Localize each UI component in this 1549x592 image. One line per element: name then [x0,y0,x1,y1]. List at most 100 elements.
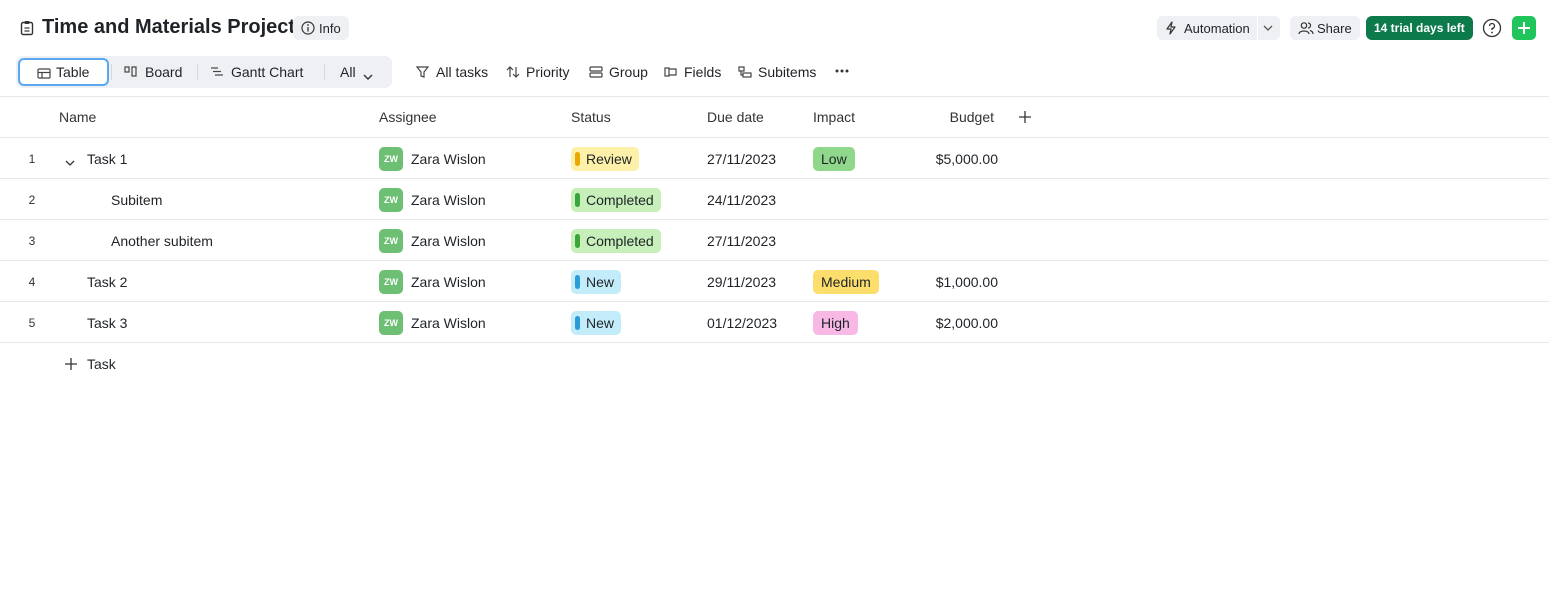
table-row[interactable]: 1 Task 1 ZW Zara Wislon Review 27/11/2023 Low $… [0,138,1549,179]
status-label: New [586,273,615,290]
automation-label: Automation [1184,20,1250,36]
view-icon [37,67,51,83]
action-label: Priority [526,64,570,80]
assignee: ZW Zara Wislon [379,138,486,179]
due-date: 24/11/2023 [707,191,777,208]
status-bar [575,233,580,248]
action-icon [415,65,430,82]
add-task[interactable]: Task [62,354,116,374]
assignee-name: Zara Wislon [411,273,486,290]
action-label: Fields [684,64,722,80]
budget: $5,000.00 [935,150,998,167]
status-badge[interactable]: Completed [571,187,661,212]
avatar: ZW [379,146,403,171]
task-name[interactable]: Another subitem [111,232,213,249]
table-row[interactable]: 2 Subitem ZW Zara Wislon Completed 24/11/2023 [0,179,1549,220]
status-bar [575,315,580,330]
action-icon-svg [738,66,752,78]
more-icon[interactable] [834,66,850,76]
impact-badge[interactable]: Low [813,146,855,171]
task-name[interactable]: Task 3 [87,314,128,331]
status-bar [575,151,580,166]
info-icon [301,21,315,35]
assignee-name: Zara Wislon [411,314,486,331]
avatar: ZW [379,269,403,294]
table-row[interactable]: 3 Another subitem ZW Zara Wislon Completed 27… [0,220,1549,261]
action-label: All tasks [436,64,489,80]
status-badge[interactable]: Completed [571,228,661,253]
column-header[interactable]: Impact [813,109,856,125]
bolt-icon [1166,21,1176,35]
assignee-name: Zara Wislon [411,150,486,167]
divider [197,64,198,80]
share-button[interactable]: Share [1290,16,1360,40]
action-icon [664,65,678,82]
toolbar-action[interactable]: Subitems [738,58,816,86]
due-date: 01/12/2023 [707,314,778,331]
avatar: ZW [379,187,403,212]
status: Review [571,138,639,179]
status-bar [575,192,580,207]
assignee: ZW Zara Wislon [379,261,486,302]
column-header[interactable]: Status [571,109,611,125]
project-title: Time and Materials Project [42,16,296,38]
info-button[interactable]: Info [293,16,349,40]
chevron-svg [363,74,373,80]
add-button[interactable] [1512,16,1536,40]
column-header[interactable]: Due date [707,109,764,125]
action-icon [506,65,520,82]
status-label: Completed [586,191,654,208]
column-header[interactable]: Budget [949,109,994,125]
project-icon [20,21,34,36]
view-icon-svg [37,68,51,79]
action-label: Group [609,64,648,80]
view-label: Board [145,64,183,80]
view-tab[interactable]: Board [113,58,195,86]
status: Completed [571,179,661,220]
expand-chevron-svg [65,160,75,166]
trial-button[interactable]: 14 trial days left [1366,16,1473,40]
view-tab[interactable]: Gantt Chart [199,58,321,86]
status-label: Completed [586,232,654,249]
column-header[interactable]: Name [59,109,97,125]
row-index: 2 [28,192,36,207]
task-name[interactable]: Task 2 [87,273,128,290]
toolbar-action[interactable]: Group [589,58,648,86]
impact-badge[interactable]: Medium [813,269,879,294]
help-icon[interactable] [1482,18,1502,38]
expand-chevron [65,154,75,172]
row-index: 5 [28,315,36,330]
scope-label: All [340,64,356,80]
table-row[interactable]: 5 Task 3 ZW Zara Wislon New 01/12/2023 High $2,… [0,302,1549,343]
view-icon [210,65,224,81]
assignee-name: Zara Wislon [411,191,486,208]
task-name[interactable]: Task 1 [87,150,128,167]
scope-dropdown[interactable]: All [332,58,380,86]
status-badge[interactable]: New [571,269,622,294]
action-icon [589,65,603,82]
action-icon-svg [415,66,430,78]
table-row[interactable]: 4 Task 2 ZW Zara Wislon New 29/11/2023 Medium $… [0,261,1549,302]
row-index: 1 [28,151,36,166]
column-header[interactable]: Assignee [379,109,437,125]
automation-button[interactable]: Automation [1157,16,1280,40]
toolbar-action[interactable]: All tasks [415,58,489,86]
add-column[interactable] [1018,110,1032,124]
row-index: 4 [28,274,36,289]
status-badge[interactable]: New [571,310,622,335]
view-tab[interactable]: Table [18,58,109,86]
assignee-name: Zara Wislon [411,232,486,249]
avatar: ZW [379,310,403,335]
status-badge[interactable]: Review [571,146,639,171]
status: New [571,261,622,302]
impact-badge[interactable]: High [813,310,858,335]
share-label: Share [1317,20,1352,36]
view-icon-svg [211,67,223,76]
toolbar-action[interactable]: Priority [506,58,570,86]
toolbar-action[interactable]: Fields [664,58,721,86]
chevron [363,68,373,84]
task-name[interactable]: Subitem [111,191,163,208]
action-icon-svg [506,66,520,78]
